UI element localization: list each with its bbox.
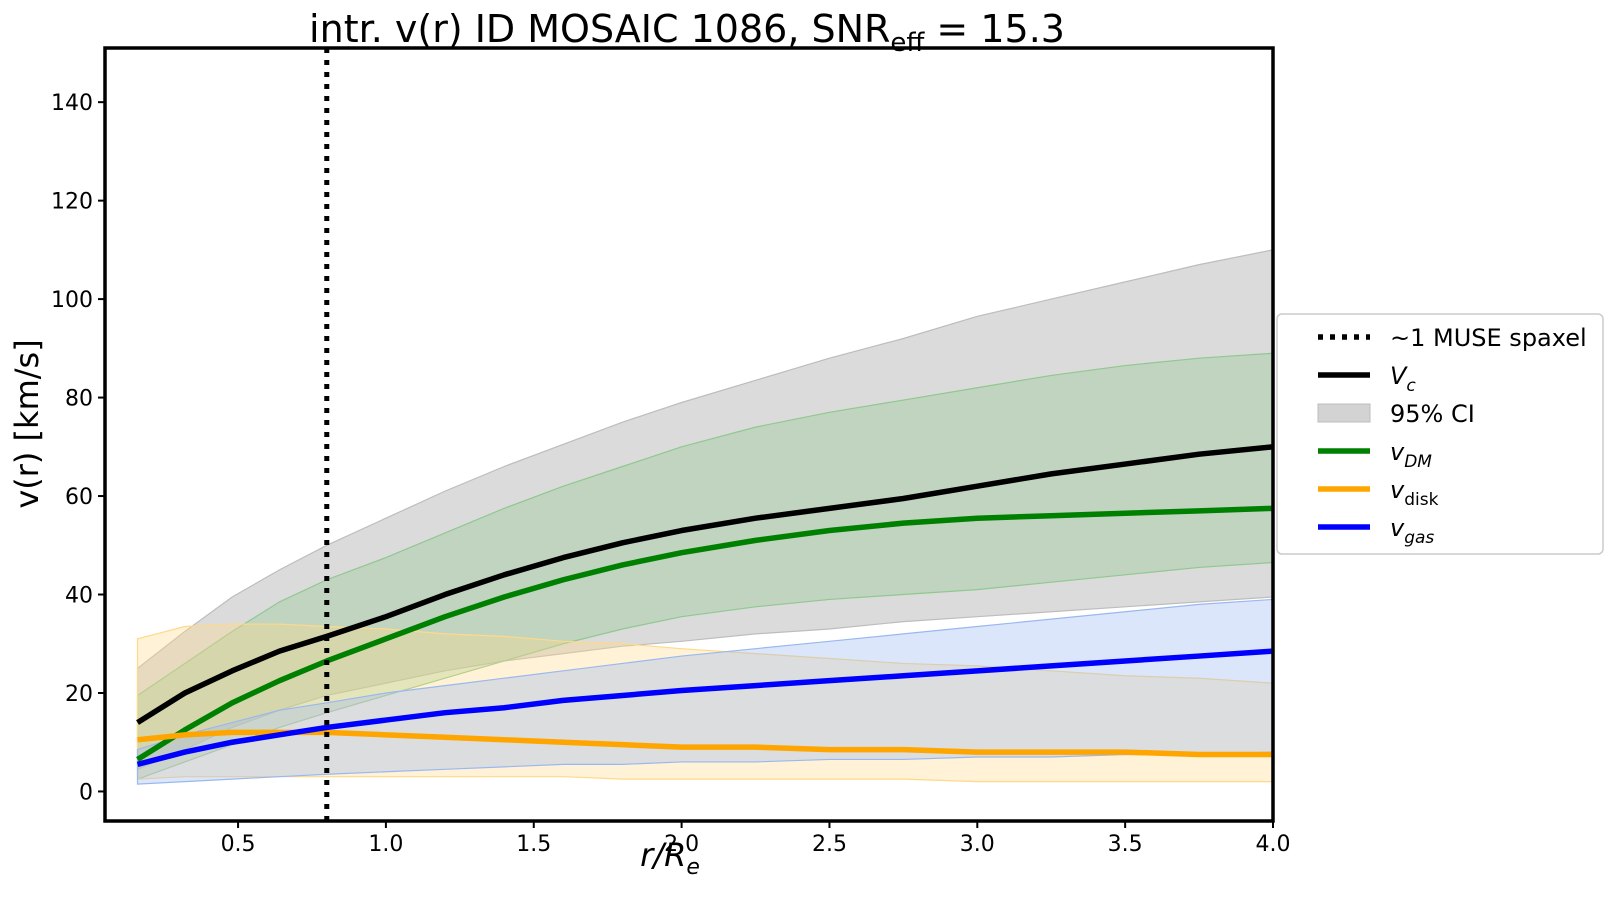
x-axis-ticks: 0.5 1.0 1.5 2.0 2.5 3.0 3.5 4.0	[221, 821, 1291, 857]
chart-title: intr. v(r) ID MOSAIC 1086, SNReff = 15.3	[309, 7, 1065, 58]
legend-label: 95% CI	[1390, 400, 1475, 428]
x-axis-label: r/Re	[640, 836, 700, 880]
y-axis-ticks: 0 20 40 60 80 100 120 140	[51, 91, 105, 805]
y-tick-label: 120	[51, 190, 93, 215]
legend-entry-4: vdisk	[1318, 476, 1439, 510]
x-tick-label: 2.5	[812, 832, 847, 857]
y-axis-label: v(r) [km/s]	[8, 339, 46, 508]
x-tick-label: 1.5	[516, 832, 551, 857]
plot-frame	[103, 46, 1275, 823]
legend-label: vDM	[1390, 438, 1432, 472]
legend-label: vdisk	[1390, 476, 1439, 510]
y-tick-label: 40	[65, 584, 93, 609]
x-tick-label: 0.5	[221, 832, 256, 857]
legend-entry-0: ~1 MUSE spaxel	[1318, 324, 1587, 352]
legend-label: vgas	[1390, 514, 1434, 548]
y-tick-label: 80	[65, 387, 93, 412]
x-tick-label: 1.0	[368, 832, 403, 857]
x-tick-label: 3.5	[1108, 832, 1143, 857]
legend-label: Vc	[1390, 362, 1416, 396]
legend-entry-1: Vc	[1318, 362, 1416, 396]
series-lines	[136, 444, 1274, 768]
series-line-c	[136, 444, 1274, 725]
x-tick-label: 4.0	[1256, 832, 1291, 857]
x-tick-label: 2.0	[664, 832, 699, 857]
y-tick-label: 0	[79, 780, 93, 805]
legend-entry-2: 95% CI	[1317, 400, 1475, 428]
y-tick-label: 140	[51, 91, 93, 116]
legend-label: ~1 MUSE spaxel	[1390, 324, 1587, 352]
y-tick-label: 100	[51, 288, 93, 313]
confidence-bands	[136, 249, 1274, 785]
y-tick-label: 60	[65, 485, 93, 510]
series-line-gas	[136, 648, 1274, 768]
legend: ~1 MUSE spaxel Vc 95% CI vDM vdisk vgas	[1276, 313, 1604, 555]
legend-swatch	[1317, 403, 1371, 423]
series-line-DM	[136, 505, 1274, 762]
legend-entry-5: vgas	[1318, 514, 1434, 548]
y-tick-label: 20	[65, 682, 93, 707]
legend-entry-3: vDM	[1318, 438, 1432, 472]
x-tick-label: 3.0	[960, 832, 995, 857]
